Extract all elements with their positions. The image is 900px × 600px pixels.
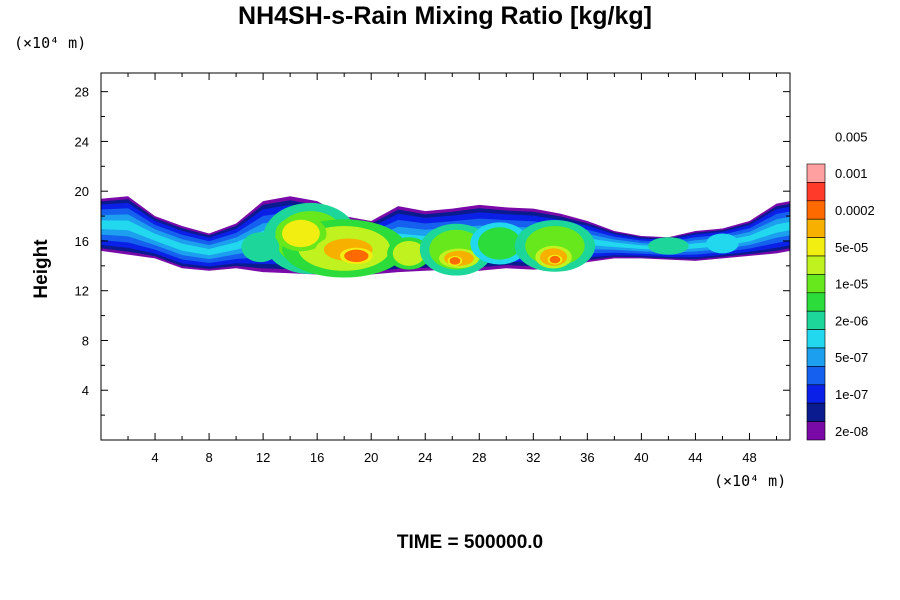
x-tick-label-12: 12: [256, 450, 270, 465]
colorbar-swatch-7: [806, 292, 826, 312]
plot-area: [101, 196, 790, 278]
blob-core-5: [392, 240, 426, 266]
colorbar: 2e-08 1e-07 5e-07 2e-06 1e-05 5e-05 0.0002 0.00…: [806, 129, 875, 441]
y-tick-label-16: 16: [75, 234, 89, 249]
y-tick-label-24: 24: [75, 134, 89, 149]
x-axis-unit: (×10⁴ m): [714, 472, 787, 490]
x-tick-label-16: 16: [310, 450, 324, 465]
blob-core-9: [477, 227, 522, 260]
colorbar-label-2: 5e-07: [835, 350, 868, 365]
colorbar-swatch-8: [806, 310, 826, 330]
colorbar-swatch-4: [806, 237, 826, 257]
colorbar-label-6: 0.0002: [835, 203, 875, 218]
plot-frame: [100, 72, 791, 441]
colorbar-swatch-9: [806, 329, 826, 349]
colorbar-label-1: 1e-07: [835, 387, 868, 402]
x-tick-label-36: 36: [580, 450, 594, 465]
colorbar-label-5: 5e-05: [835, 240, 868, 255]
colorbar-swatch-6: [806, 274, 826, 294]
colorbar-swatch-0: [806, 163, 826, 183]
colorbar-label-3: 2e-06: [835, 313, 868, 328]
colorbar-swatch-1: [806, 182, 826, 202]
colorbar-label-8: 0.005: [835, 129, 868, 144]
blob-core-15: [706, 233, 739, 254]
colorbar-label-4: 1e-05: [835, 277, 868, 292]
colorbar-swatch-10: [806, 347, 826, 367]
y-tick-label-28: 28: [75, 85, 89, 100]
colorbar-swatch-11: [806, 366, 826, 386]
x-tick-label-24: 24: [418, 450, 432, 465]
x-tick-label-32: 32: [526, 450, 540, 465]
colorbar-label-7: 0.001: [835, 166, 868, 181]
colorbar-swatch-12: [806, 384, 826, 404]
blob-core-13: [241, 232, 280, 263]
blob-core-4: [344, 249, 369, 263]
y-axis-unit: (×10⁴ m): [14, 34, 87, 52]
x-tick-label-8: 8: [205, 450, 212, 465]
colorbar-swatch-14: [806, 421, 826, 441]
x-tick-label-40: 40: [634, 450, 648, 465]
x-tick-label-20: 20: [364, 450, 378, 465]
colorbar-swatch-2: [806, 200, 826, 220]
x-tick-label-48: 48: [742, 450, 756, 465]
colorbar-swatch-3: [806, 218, 826, 238]
x-tick-label-44: 44: [688, 450, 702, 465]
colorbar-swatch-13: [806, 402, 826, 422]
blob-core-12: [549, 255, 561, 264]
y-tick-label-4: 4: [82, 383, 89, 398]
blob-core-2: [282, 219, 320, 248]
chart-title: NH4SH-s-Rain Mixing Ratio [kg/kg]: [238, 2, 652, 30]
blob-core-14: [648, 237, 689, 255]
colorbar-label-0: 2e-08: [835, 424, 868, 439]
y-tick-label-12: 12: [75, 284, 89, 299]
y-tick-label-20: 20: [75, 184, 89, 199]
x-tick-label-28: 28: [472, 450, 486, 465]
blob-core-8: [449, 257, 461, 265]
colorbar-swatch-5: [806, 255, 826, 275]
y-tick-label-8: 8: [82, 333, 89, 348]
time-footer: TIME = 500000.0: [396, 532, 544, 553]
x-tick-label-4: 4: [151, 450, 158, 465]
